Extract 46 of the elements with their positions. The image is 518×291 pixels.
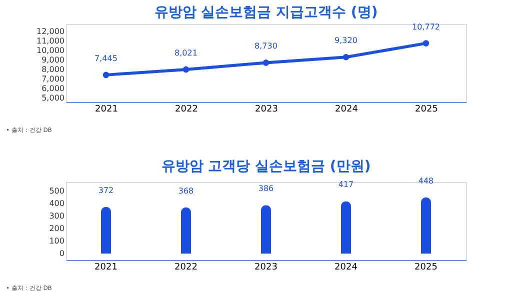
y-tick-label: 300 — [49, 211, 64, 220]
bar — [421, 197, 431, 254]
bar — [261, 205, 271, 254]
data-label: 372 — [98, 186, 114, 195]
bar — [101, 206, 111, 254]
y-tick-label: 8,000 — [42, 65, 64, 74]
x-tick-label: 2024 — [334, 262, 358, 272]
y-tick-label: 0 — [59, 249, 64, 258]
data-label: 10,772 — [412, 22, 440, 32]
x-tick-label: 2023 — [254, 262, 278, 272]
data-label: 448 — [418, 176, 434, 186]
data-label: 9,320 — [334, 36, 358, 46]
data-label: 7,445 — [94, 54, 118, 63]
x-tick-label: 2025 — [414, 262, 438, 272]
chart-title: 유방암 실손보험금 지급고객수 (명) — [154, 4, 378, 20]
y-tick-label: 100 — [49, 236, 64, 246]
point — [102, 72, 110, 78]
x-tick-label: 2022 — [174, 262, 198, 272]
y-tick-label: 10,000 — [36, 46, 64, 56]
bar — [341, 201, 351, 254]
data-label: 386 — [258, 184, 274, 194]
x-tick-label: 2021 — [95, 104, 118, 114]
x-tick-label: 2025 — [415, 104, 438, 114]
y-tick-label: 7,000 — [42, 74, 64, 84]
point — [422, 40, 430, 46]
point — [182, 66, 190, 73]
y-tick-label: 500 — [49, 186, 64, 196]
chart-title: 유방암 고객당 실손보험금 (만원) — [161, 158, 371, 174]
x-tick-label: 2023 — [255, 104, 278, 114]
data-label: 8,730 — [254, 42, 278, 51]
point — [342, 54, 350, 60]
point — [262, 60, 270, 66]
y-tick-label: 5,000 — [42, 94, 64, 103]
x-tick-label: 2024 — [335, 104, 358, 114]
data-label: 8,021 — [174, 48, 198, 58]
y-tick-label: 200 — [49, 224, 64, 234]
data-label: 417 — [338, 180, 354, 190]
x-tick-label: 2021 — [94, 262, 118, 272]
y-tick-label: 400 — [49, 198, 64, 208]
data-label: 368 — [178, 186, 194, 196]
y-tick-label: 11,000 — [36, 36, 64, 46]
y-tick-label: 12,000 — [36, 27, 64, 36]
y-tick-label: 6,000 — [42, 84, 64, 94]
y-tick-label: 9,000 — [42, 56, 64, 65]
bar — [181, 207, 191, 254]
x-tick-label: 2022 — [175, 104, 198, 114]
